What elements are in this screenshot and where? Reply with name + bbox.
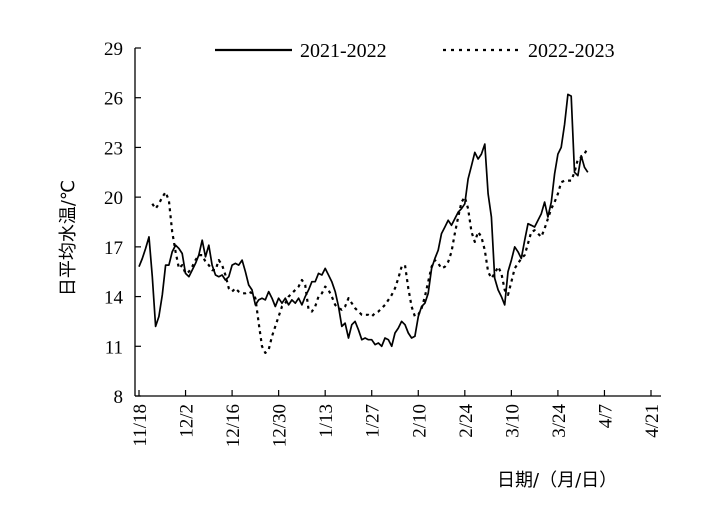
- x-tick-label: 4/7: [595, 404, 616, 428]
- y-ticks: 8 11 14 17 20 23 26 29: [104, 39, 141, 408]
- x-tick-label: 1/27: [363, 404, 384, 438]
- x-tick-label: 12/16: [223, 404, 244, 447]
- y-tick-label: 17: [104, 238, 123, 259]
- y-tick-label: 26: [104, 89, 123, 110]
- y-tick-label: 8: [114, 387, 124, 408]
- x-tick-label: 11/18: [130, 404, 151, 447]
- y-tick-label: 23: [104, 138, 123, 159]
- y-axis-title: 日平均水温/℃: [58, 180, 79, 296]
- x-tick-label: 3/24: [549, 404, 570, 438]
- x-tick-label: 12/2: [177, 404, 198, 438]
- series-line-2: [151, 146, 589, 354]
- x-tick-label: 12/30: [270, 404, 291, 447]
- x-tick-label: 3/10: [502, 404, 523, 438]
- x-axis-title: 日期/（月/日）: [497, 470, 617, 491]
- x-tick-label: 4/21: [642, 404, 663, 438]
- x-tick-label: 2/10: [409, 404, 430, 438]
- y-tick-label: 11: [105, 337, 123, 358]
- series-layer: [138, 93, 589, 354]
- y-tick-label: 20: [104, 188, 123, 209]
- legend: 2021-2022 2022-2023: [215, 40, 615, 62]
- y-tick-label: 14: [104, 288, 124, 309]
- legend-label-series-2: 2022-2023: [528, 40, 615, 62]
- x-tick-label: 1/13: [316, 404, 337, 438]
- x-ticks: 11/18 12/2 12/16 12/30 1/13 1/27 2/10 2/24 3/10 3…: [130, 390, 663, 447]
- axes: [134, 48, 661, 397]
- series-line-1: [138, 93, 589, 348]
- legend-label-series-1: 2021-2022: [300, 40, 387, 62]
- x-tick-label: 2/24: [456, 404, 477, 438]
- y-tick-label: 29: [104, 39, 123, 60]
